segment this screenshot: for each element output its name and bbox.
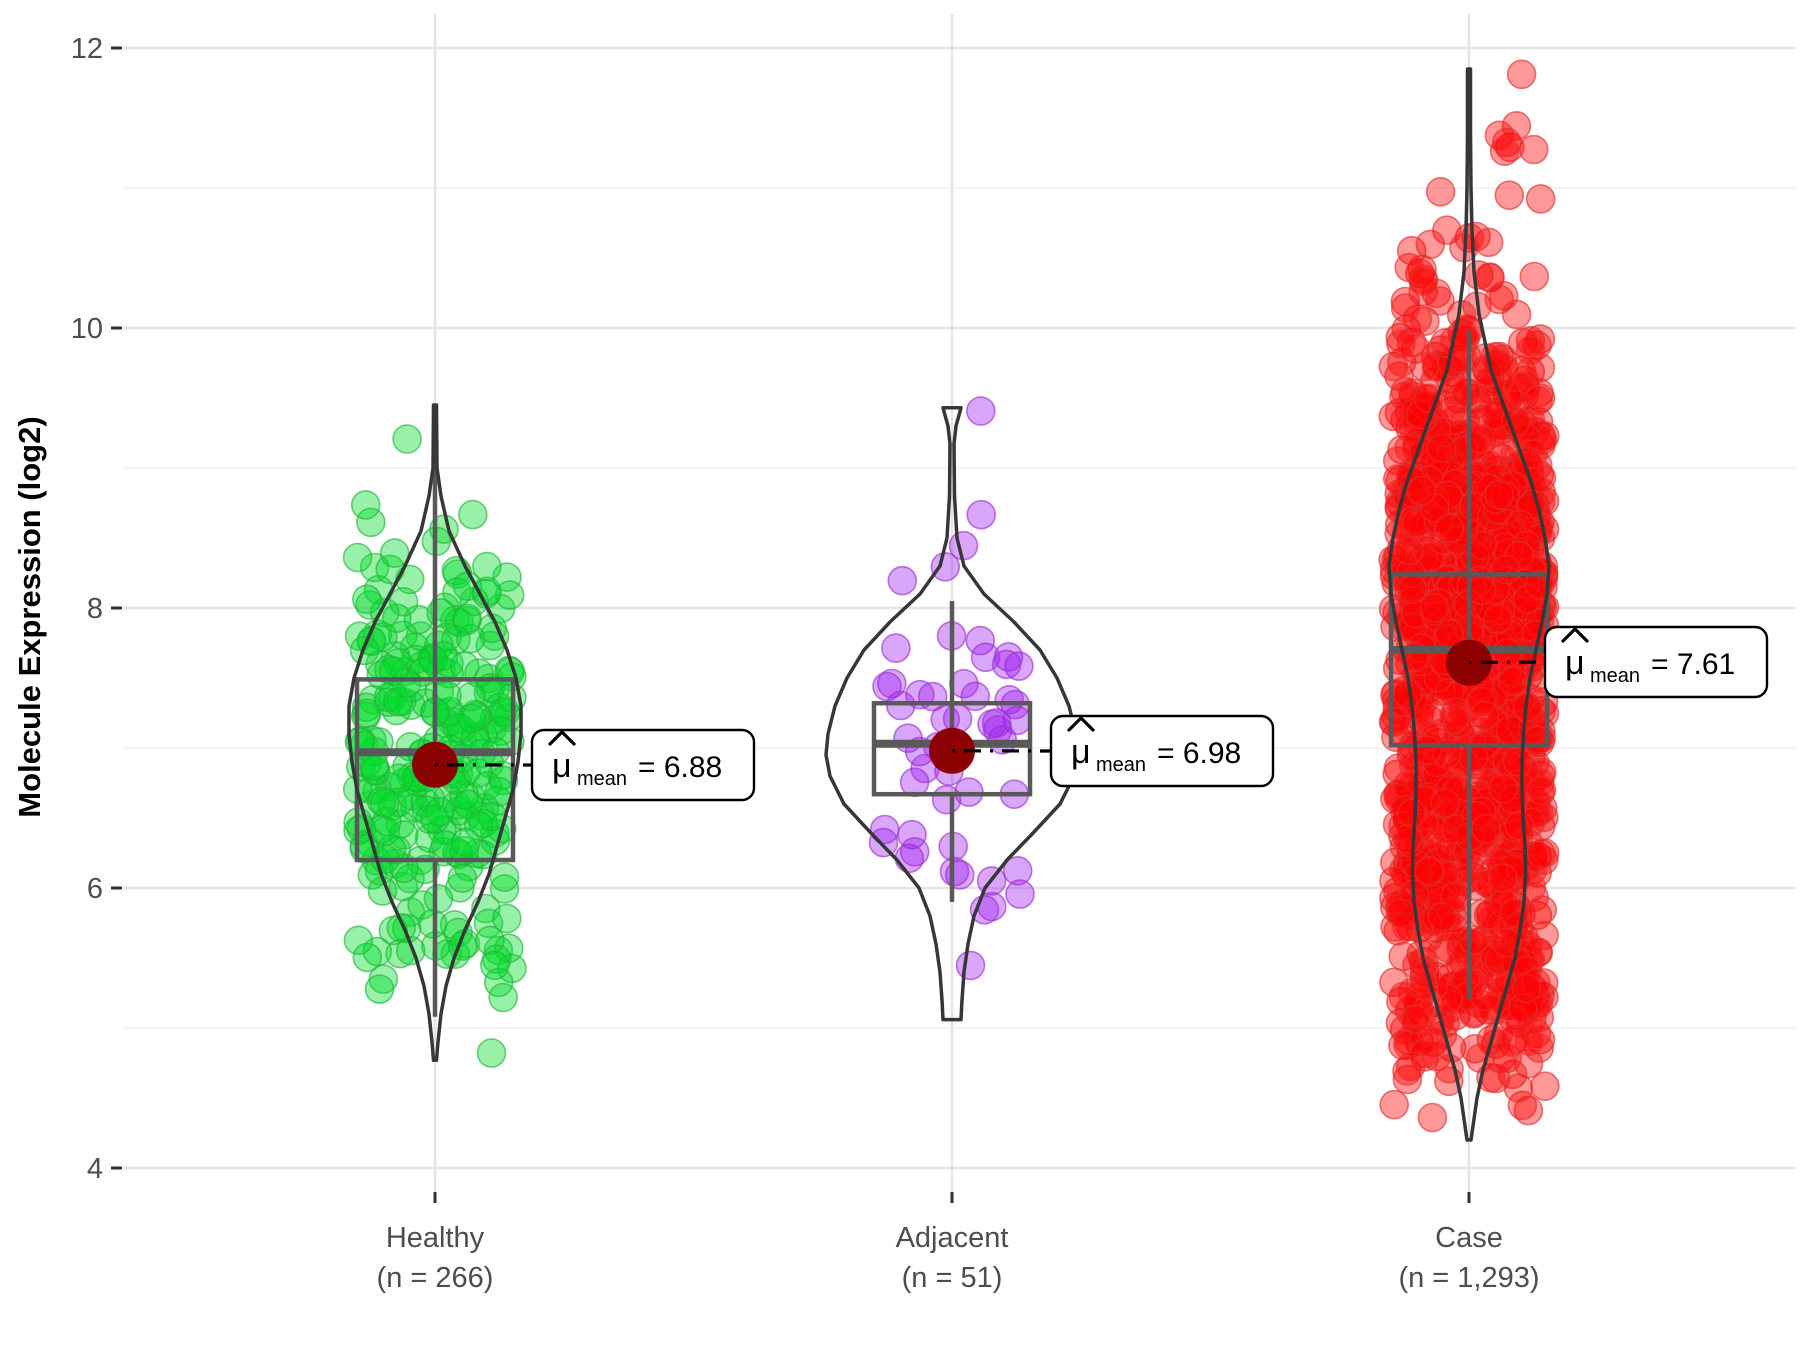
y-tick-label: 12 (71, 33, 103, 65)
mean-label-box (530, 728, 756, 802)
mean-label-mu: μ (1565, 644, 1585, 682)
mean-label-box (1543, 625, 1769, 699)
mean-label-mu: μ (552, 747, 572, 785)
mu-hat-icon (548, 729, 576, 746)
group-case: μ mean = 7.61 Case (n = 1,293) (1378, 59, 1769, 1294)
mean-label-adjacent: μ mean = 6.98 (1049, 714, 1275, 788)
mu-hat-icon (1561, 626, 1589, 643)
mean-label-value: = 6.88 (638, 751, 722, 784)
y-axis-title: Molecule Expression (log2) (12, 416, 47, 817)
mean-label-value: = 6.98 (1157, 737, 1241, 770)
violin-outline (824, 406, 1080, 1022)
y-tick-label: 10 (71, 313, 103, 345)
mean-label-subscript: mean (1590, 665, 1640, 687)
mu-hat-icon (1067, 715, 1095, 732)
x-axis-sublabel-case: (n = 1,293) (1398, 1262, 1539, 1294)
x-axis-label-case: Case (1435, 1222, 1503, 1254)
y-tick-label: 4 (87, 1153, 103, 1185)
mean-label-healthy: μ mean = 6.88 (530, 728, 756, 802)
jitter-points-healthy (342, 424, 527, 1068)
mean-label-case: μ mean = 7.61 (1543, 625, 1769, 699)
x-axis-sublabel-healthy: (n = 266) (377, 1262, 494, 1294)
mean-connector-line (1468, 660, 1546, 665)
mean-label-mu: μ (1071, 733, 1091, 771)
x-axis-label-healthy: Healthy (386, 1222, 485, 1254)
box (871, 700, 1033, 797)
mean-label-subscript: mean (577, 768, 627, 790)
y-tick-label: 6 (87, 873, 103, 905)
mean-label-subscript: mean (1096, 754, 1146, 776)
group-adjacent: μ mean = 6.98 Adjacent (n = 51) (824, 396, 1275, 1294)
violin-outline (1387, 67, 1551, 1142)
x-axis-sublabel-adjacent: (n = 51) (902, 1262, 1003, 1294)
mean-label-box (1049, 714, 1275, 788)
violin-outline (347, 403, 523, 1062)
mean-label-value: = 7.61 (1651, 648, 1735, 681)
x-axis-label-adjacent: Adjacent (896, 1222, 1009, 1254)
box (354, 677, 516, 863)
y-tick-label: 8 (87, 593, 103, 625)
group-healthy: μ mean = 6.88 Healthy (n = 266) (342, 403, 756, 1294)
